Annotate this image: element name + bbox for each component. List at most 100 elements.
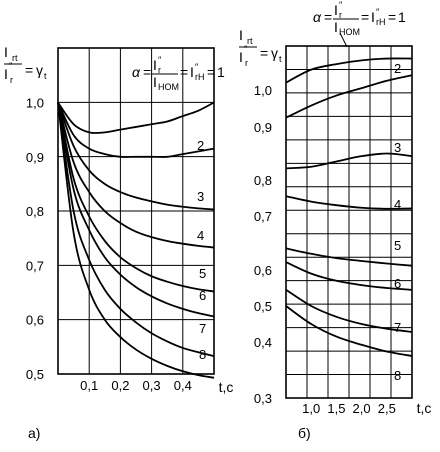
legend-num: I: [334, 2, 338, 18]
curve-label-a: 7: [199, 321, 206, 336]
x-tick-label-b: 2,5: [378, 401, 396, 416]
curve-b-4: [285, 195, 413, 210]
panel-label-a: а): [28, 425, 40, 441]
y-label-rhs: γ: [271, 45, 278, 61]
x-axis-unit-b: t,c: [417, 400, 432, 416]
legend-den-sub: НОМ: [158, 82, 179, 92]
curve-b-3: [285, 152, 413, 170]
legend-equals-1: =: [324, 9, 332, 25]
y-tick-label-a: 0,5: [26, 367, 44, 382]
legend-alpha: α: [313, 9, 322, 25]
x-tick-label-b: 1,5: [327, 401, 345, 416]
curve-a-6: [57, 102, 215, 318]
legend-equals-2: =: [180, 64, 188, 80]
curve-a-3: [57, 102, 215, 211]
y-tick-label-b: 0,9: [254, 120, 272, 135]
curve-label-a: 3: [197, 189, 204, 204]
panel-label-b: б): [298, 425, 311, 441]
legend-equals-1: =: [143, 64, 151, 80]
legend-num-sub: r: [339, 10, 342, 20]
curve-label-b: 4: [394, 197, 401, 212]
y-label-den-sup: ″: [9, 61, 13, 71]
legend-mid-sup: ″: [376, 7, 380, 17]
y-label-equals: =: [260, 45, 268, 61]
y-tick-label-b: 0,6: [254, 263, 272, 278]
x-tick-label-a: 0,3: [143, 378, 161, 393]
x-tick-label-b: 1,0: [302, 401, 320, 416]
curve-a-2: [57, 102, 215, 158]
x-tick-label-a: 0,1: [80, 378, 98, 393]
legend-mid: I: [190, 64, 194, 80]
curve-a-5: [57, 102, 215, 293]
curve-label-a: 2: [197, 138, 204, 153]
legend-mid-sub: rН: [195, 72, 205, 82]
y-label-den: I: [239, 49, 243, 65]
y-label-num-sub: rt: [247, 36, 253, 46]
y-tick-label-a: 0,6: [26, 313, 44, 328]
legend-den: I: [153, 74, 157, 90]
legend-mid-sup: ″: [195, 62, 199, 72]
y-tick-label-b: 0,3: [254, 391, 272, 406]
curve-label-b: 2: [394, 61, 401, 76]
y-label-equals: =: [25, 62, 33, 78]
y-label-rhs: γ: [36, 62, 43, 78]
y-label-num-sub: rt: [12, 53, 18, 63]
legend-equals-3: =: [388, 9, 396, 25]
legend-mid-sub: rН: [376, 17, 386, 27]
y-label-rhs-sub: t: [44, 71, 47, 81]
y-tick-label-b: 1,0: [254, 83, 272, 98]
legend-den-sub: НОМ: [339, 27, 360, 37]
curve-b-7: [285, 289, 413, 333]
legend-value: 1: [398, 9, 406, 25]
curve-a-4: [57, 102, 215, 249]
y-tick-label-a: 0,9: [26, 150, 44, 165]
legend-alpha: α: [132, 64, 141, 80]
x-axis-unit-a: t,c: [219, 379, 234, 395]
curve-b-2: [285, 74, 413, 119]
curve-label-b: 7: [394, 320, 401, 335]
curve-b-8: [285, 305, 413, 357]
curve-label-b: 8: [394, 368, 401, 383]
curve-label-b: 3: [394, 140, 401, 155]
curve-label-b: 6: [394, 276, 401, 291]
y-tick-label-a: 1,0: [26, 96, 44, 111]
legend-value: 1: [217, 64, 225, 80]
y-tick-label-b: 0,8: [254, 173, 272, 188]
legend-den: I: [334, 19, 338, 35]
x-tick-label-b: 2,0: [353, 401, 371, 416]
legend-equals-3: =: [207, 64, 215, 80]
curve-b-6: [285, 261, 413, 291]
y-tick-label-b: 0,7: [254, 209, 272, 224]
y-label-den-sub: r: [10, 75, 13, 85]
legend-equals-2: =: [361, 9, 369, 25]
curve-b-1: [285, 57, 413, 84]
y-tick-label-b: 0,5: [254, 299, 272, 314]
y-tick-label-a: 0,8: [26, 204, 44, 219]
curve-label-a: 5: [199, 266, 206, 281]
curve-label-b: 5: [394, 238, 401, 253]
y-label-den-sub: r: [245, 58, 248, 68]
legend-num-sup: ″: [339, 0, 343, 10]
y-label-rhs-sub: t: [279, 54, 282, 64]
curve-label-a: 8: [199, 347, 206, 362]
curve-label-a: 4: [197, 228, 204, 243]
curve-a-7: [57, 102, 215, 357]
legend-num: I: [153, 57, 157, 73]
legend-pointer-b: [339, 32, 348, 48]
legend-mid: I: [371, 9, 375, 25]
y-tick-label-a: 0,7: [26, 258, 44, 273]
y-label-num: I: [4, 44, 8, 60]
legend-num-sub: r: [158, 65, 161, 75]
curve-a-1: [57, 101, 215, 134]
curve-a-8: [57, 102, 215, 379]
curve-label-a: 6: [199, 288, 206, 303]
curve-b-5: [285, 247, 413, 267]
y-label-den-sup: ″: [244, 44, 248, 54]
x-tick-label-a: 0,2: [111, 378, 129, 393]
y-tick-label-b: 0,4: [254, 335, 272, 350]
x-tick-label-a: 0,4: [174, 378, 192, 393]
y-label-den: I: [4, 66, 8, 82]
y-label-num: I: [239, 27, 243, 43]
